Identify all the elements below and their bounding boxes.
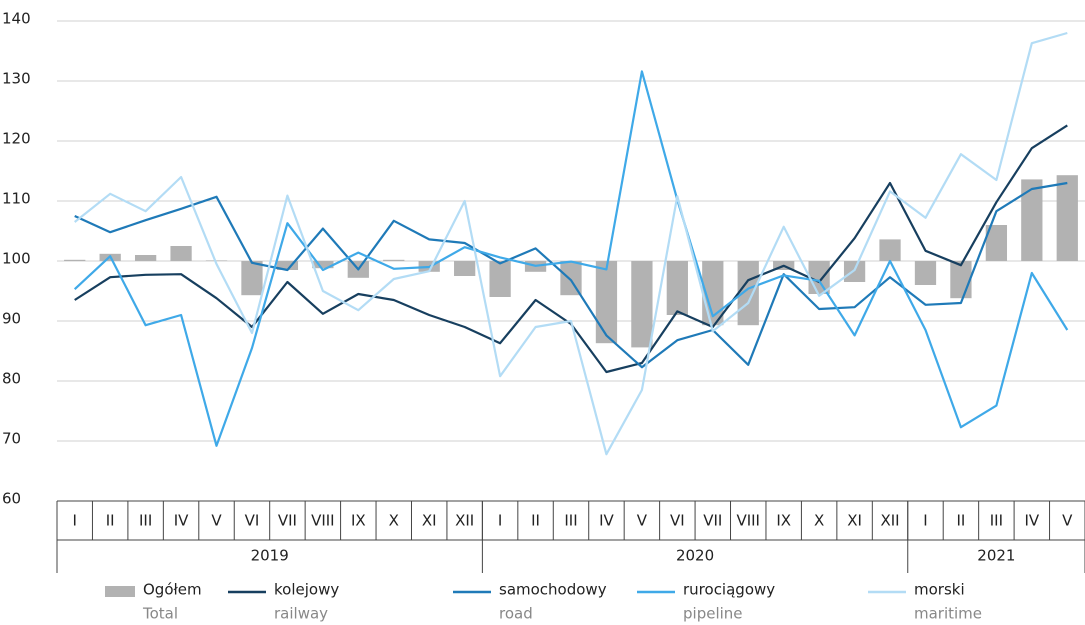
x-tick-label: VI (670, 512, 685, 530)
y-tick-label: 60 (2, 490, 21, 508)
legend-sublabel: maritime (914, 605, 982, 623)
y-tick-label: 120 (2, 130, 31, 148)
x-tick-label: X (814, 512, 824, 530)
bar (1021, 179, 1043, 261)
legend-label: morski (914, 581, 965, 599)
x-tick-label: IV (599, 512, 614, 530)
x-tick-label: III (990, 512, 1003, 530)
bar (383, 259, 405, 261)
bar (134, 255, 157, 261)
x-tick-label: I (923, 512, 927, 530)
x-tick-label: VIII (311, 512, 335, 530)
x-tick-label: III (139, 512, 152, 530)
x-tick-label: II (957, 512, 966, 530)
bar (276, 261, 299, 270)
year-label: 2021 (977, 547, 1015, 565)
y-tick-label: 110 (2, 190, 31, 208)
x-tick-label: XII (880, 512, 899, 530)
legend-label: Ogółem (143, 581, 202, 599)
x-tick-label: I (73, 512, 77, 530)
x-tick-label: XI (422, 512, 437, 530)
x-tick-label: IX (351, 512, 366, 530)
x-tick-label: IV (1024, 512, 1039, 530)
x-tick-label: XI (847, 512, 862, 530)
year-label: 2019 (251, 547, 289, 565)
line (74, 31, 1068, 456)
bar (631, 261, 653, 348)
line (73, 70, 1069, 447)
bar (312, 261, 334, 269)
x-tick-label: V (1062, 512, 1073, 530)
bar (170, 246, 192, 261)
y-tick-label: 130 (2, 70, 31, 88)
x-tick-label: II (531, 512, 540, 530)
x-tick-label: II (106, 512, 115, 530)
bar (843, 261, 866, 282)
y-tick-label: 70 (2, 430, 21, 448)
bar (1056, 175, 1078, 261)
x-tick-label: I (498, 512, 502, 530)
bar (914, 261, 937, 285)
x-tick-label: IV (174, 512, 189, 530)
bar (666, 261, 688, 315)
legend-sublabel: Total (142, 605, 178, 623)
y-tick-label: 80 (2, 370, 21, 388)
line (74, 124, 1068, 374)
x-tick-label: VII (278, 512, 297, 530)
x-tick-label: VI (245, 512, 260, 530)
x-tick-label: V (637, 512, 648, 530)
legend-label: samochodowy (499, 581, 607, 599)
y-tick-label: 100 (2, 250, 31, 268)
bar (489, 261, 511, 297)
x-tick-label: VII (703, 512, 722, 530)
x-tick-label: VIII (736, 512, 760, 530)
legend-swatch (105, 586, 135, 597)
bar (879, 239, 901, 261)
bar (205, 260, 228, 261)
x-tick-label: III (564, 512, 577, 530)
bar (241, 261, 263, 296)
bar (595, 261, 618, 344)
bar (454, 261, 476, 276)
legend-label: rurociągowy (683, 581, 775, 599)
bar (950, 261, 972, 299)
x-tick-label: IX (776, 512, 791, 530)
year-label: 2020 (676, 547, 714, 565)
legend-sublabel: railway (274, 605, 328, 623)
bar (985, 225, 1008, 261)
y-tick-label: 90 (2, 310, 21, 328)
legend-sublabel: road (499, 605, 533, 623)
bar (64, 259, 86, 261)
x-tick-label: XII (455, 512, 474, 530)
legend-sublabel: pipeline (683, 605, 743, 623)
y-tick-label: 140 (2, 10, 31, 28)
x-tick-label: V (211, 512, 222, 530)
legend-label: kolejowy (274, 581, 339, 599)
x-tick-label: X (389, 512, 399, 530)
